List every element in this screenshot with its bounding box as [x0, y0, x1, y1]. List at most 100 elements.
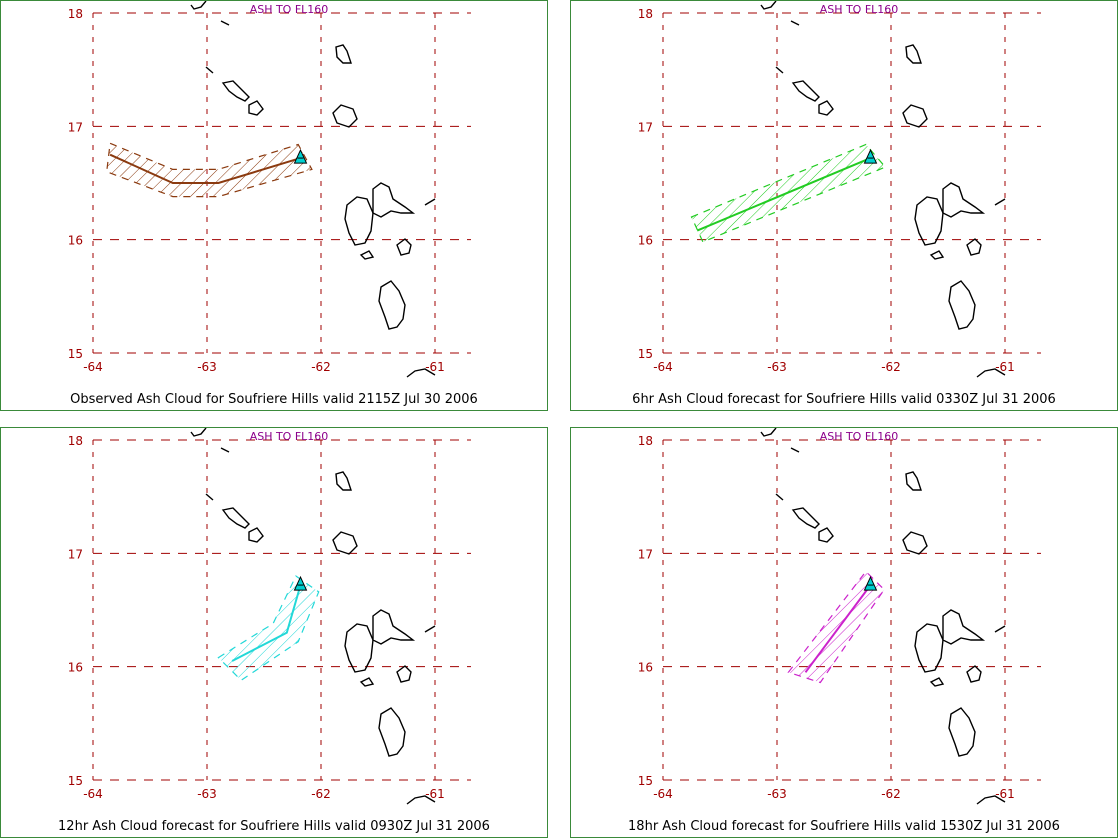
- island-outline: [190, 428, 207, 437]
- panel-18hr-forecast: 18 17 16 15 -64 -63 -62 -61 ASH TO FL160 18hr As…: [570, 427, 1118, 838]
- lon-tick-label: -63: [767, 360, 787, 374]
- layer-label: ASH TO FL160: [820, 430, 899, 443]
- island-outline: [929, 250, 945, 260]
- island-outline: [976, 368, 1006, 378]
- lat-tick-label: 15: [638, 774, 653, 788]
- lon-tick-label: -64: [653, 787, 673, 801]
- island-outline: [775, 66, 784, 74]
- lon-tick-label: -63: [197, 360, 217, 374]
- lon-tick-label: -62: [311, 360, 331, 374]
- island-outline: [396, 238, 412, 256]
- layer-label: ASH TO FL160: [250, 430, 329, 443]
- island-outline: [332, 104, 358, 128]
- coastline: [190, 428, 436, 805]
- island-outline: [248, 527, 264, 543]
- lon-tick-label: -61: [995, 360, 1015, 374]
- layer-label: ASH TO FL160: [250, 3, 329, 16]
- island-outline: [424, 198, 436, 206]
- island-outline: [994, 198, 1006, 206]
- lat-tick-label: 18: [68, 7, 83, 21]
- ash-map-12hr: 18 17 16 15-64 -63 -62 -61 ASH TO FL160: [68, 428, 471, 805]
- ash-cloud-axis: [696, 157, 871, 232]
- lat-tick-label: 17: [68, 547, 83, 561]
- lat-tick-label: 16: [68, 234, 83, 248]
- island-outline: [221, 80, 250, 102]
- island-outline: [948, 280, 976, 330]
- island-outline: [966, 665, 982, 683]
- island-outline: [220, 447, 230, 453]
- island-outline: [929, 677, 945, 687]
- lon-tick-label: -63: [197, 787, 217, 801]
- lon-tick-label: -62: [881, 787, 901, 801]
- island-outline: [994, 625, 1006, 633]
- island-outline: [332, 531, 358, 555]
- island-outline: [905, 471, 922, 491]
- island-outline: [790, 447, 800, 453]
- ash-cloud-axis: [804, 584, 872, 673]
- island-outline: [790, 20, 800, 26]
- island-outline: [378, 707, 406, 757]
- island-outline: [248, 100, 264, 116]
- volcano-icon: [293, 575, 308, 591]
- lat-tick-label: 15: [638, 347, 653, 361]
- ash-cloud-axis: [109, 153, 301, 184]
- island-outline: [221, 507, 250, 529]
- lon-tick-label: -64: [83, 787, 103, 801]
- lon-tick-label: -61: [425, 360, 445, 374]
- lon-tick-label: -61: [425, 787, 445, 801]
- lon-tick-label: -63: [767, 787, 787, 801]
- island-outline: [344, 623, 374, 673]
- panel-12hr-forecast: 18 17 16 15 -64 -63 -62 -61 ASH TO FL160 12hr As…: [0, 427, 548, 838]
- panel-6hr-forecast: 18 17 16 15 -64 -63 -62 -61 ASH TO FL160 6hr Ash…: [570, 0, 1118, 411]
- island-outline: [760, 1, 777, 10]
- island-outline: [406, 795, 436, 805]
- coastline: [760, 428, 1006, 805]
- island-outline: [344, 196, 374, 246]
- island-outline: [902, 531, 928, 555]
- lat-tick-label: 17: [638, 547, 653, 561]
- lat-tick-label: 15: [68, 774, 83, 788]
- ash-map-observed: 18 17 16 15-64 -63 -62 -61 ASH TO FL160: [68, 1, 471, 378]
- island-outline: [424, 625, 436, 633]
- island-outline: [818, 100, 834, 116]
- panel-caption: 12hr Ash Cloud forecast for Soufriere Hi…: [58, 819, 490, 834]
- island-outline: [359, 250, 375, 260]
- island-outline: [359, 677, 375, 687]
- island-outline: [976, 795, 1006, 805]
- island-outline: [914, 623, 944, 673]
- coastline: [190, 1, 436, 378]
- lat-tick-label: 15: [68, 347, 83, 361]
- volcano-icon: [293, 148, 308, 164]
- island-outline: [791, 80, 820, 102]
- lat-tick-label: 16: [638, 661, 653, 675]
- island-outline: [378, 280, 406, 330]
- lon-tick-label: -62: [311, 787, 331, 801]
- ash-map-6hr: 18 17 16 15-64 -63 -62 -61 ASH TO FL160: [638, 1, 1041, 378]
- island-outline: [406, 368, 436, 378]
- ash-cloud-area: [106, 142, 313, 198]
- panel-caption: 18hr Ash Cloud forecast for Soufriere Hi…: [628, 819, 1060, 834]
- lon-tick-label: -62: [881, 360, 901, 374]
- island-outline: [335, 44, 352, 64]
- lat-tick-label: 17: [638, 120, 653, 134]
- island-outline: [396, 665, 412, 683]
- volcano-icon: [863, 148, 878, 164]
- panel-caption: 6hr Ash Cloud forecast for Soufriere Hil…: [632, 392, 1056, 407]
- lat-tick-label: 18: [638, 434, 653, 448]
- island-outline: [335, 471, 352, 491]
- island-outline: [220, 20, 230, 26]
- island-outline: [902, 104, 928, 128]
- ash-cloud-axis: [231, 584, 302, 662]
- island-outline: [190, 1, 207, 10]
- island-outline: [760, 428, 777, 437]
- island-outline: [791, 507, 820, 529]
- island-outline: [775, 493, 784, 501]
- island-outline: [372, 182, 416, 218]
- island-outline: [205, 66, 214, 74]
- lat-tick-label: 18: [68, 434, 83, 448]
- layer-label: ASH TO FL160: [820, 3, 899, 16]
- lon-tick-label: -64: [653, 360, 673, 374]
- island-outline: [942, 609, 986, 645]
- ash-cloud-area: [217, 575, 320, 682]
- lon-tick-label: -64: [83, 360, 103, 374]
